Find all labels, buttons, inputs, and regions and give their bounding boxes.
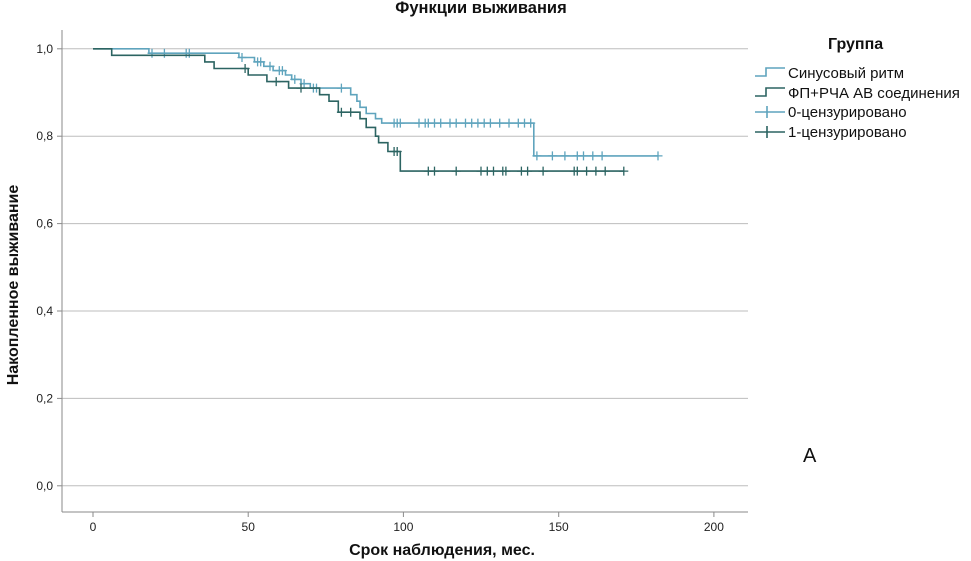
legend-item-censored-0: 0-цензурировано [755,104,907,121]
censor-mark [336,107,346,117]
plot-area [93,48,663,176]
censor-mark [579,151,588,161]
censor-mark [600,166,610,176]
censor-mark [336,83,346,93]
y-tick-label: 0,2 [36,391,53,405]
legend-item-series-2: ФП+РЧА АВ соединения [755,85,960,102]
y-tick-label: 0,8 [36,129,53,143]
censor-mark [147,48,157,58]
chart-title: Функции выживания [395,0,566,17]
censor-mark [184,48,194,58]
series-line [93,48,658,157]
x-tick-label: 100 [393,520,413,534]
legend: Группа Синусовый ритм ФП+РЧА АВ соединен… [755,36,960,141]
censor-mark [526,118,536,128]
y-tick-label: 0,4 [36,304,53,318]
censor-mark [436,118,446,128]
legend-censor-glyph [755,106,785,118]
series-1-group [93,48,663,161]
legend-label: 1-цензурировано [788,124,907,141]
legend-step-glyph [755,67,785,77]
censor-mark [495,118,505,128]
censor-mark [588,151,598,161]
x-tick-label: 50 [242,520,256,534]
axes [57,30,748,517]
censor-mark [582,166,592,176]
legend-item-censored-1: 1-цензурировано [755,124,907,141]
legend-censor-glyph [755,126,785,138]
censor-mark [523,166,533,176]
censor-mark [265,61,275,71]
censor-mark [547,151,557,161]
censor-mark [451,118,461,128]
censor-mark [237,53,247,62]
legend-label: Синусовый ритм [788,65,904,82]
censor-mark [392,147,402,156]
censor-mark [346,107,356,117]
x-axis-title: Срок наблюдения, мес. [349,542,535,559]
censor-mark [653,151,663,161]
legend-label: 0-цензурировано [788,104,907,121]
censor-mark [240,64,250,73]
censor-mark [277,66,287,76]
legend-item-series-1: Синусовый ритм [755,65,904,82]
censor-mark [591,166,601,176]
x-tick-label: 0 [90,520,97,534]
censor-mark [504,118,514,128]
censor-mark [538,166,548,176]
legend-step-glyph [755,87,785,97]
series-2-group [93,48,629,176]
y-tick-label: 0,6 [36,217,53,231]
censor-mark [619,166,629,176]
x-tick-label: 200 [704,520,724,534]
censor-mark [290,74,300,84]
y-axis-title: Накопленное выживание [5,185,22,386]
series-line [93,48,624,172]
censor-mark [572,166,582,176]
censor-mark [159,48,169,58]
y-tick-label: 0,0 [36,479,53,493]
tick-labels: 0,0 0,2 0,4 0,6 0,8 1,0 0 50 100 150 200 [36,42,724,534]
censor-mark [485,118,495,128]
x-tick-label: 150 [549,520,569,534]
censor-mark [256,57,266,67]
y-tick-label: 1,0 [36,42,53,56]
censor-mark [395,118,405,128]
censor-mark [271,77,281,87]
censor-mark [597,151,607,161]
censor-mark [532,151,542,161]
panel-label: А [803,445,817,467]
censor-mark [560,151,570,161]
censor-mark [489,166,498,176]
gridlines [62,48,748,487]
censor-mark [451,166,461,176]
legend-label: ФП+РЧА АВ соединения [788,85,960,102]
legend-title: Группа [828,36,883,53]
censor-mark [501,166,511,176]
censor-mark [296,83,306,93]
censor-mark [430,166,439,176]
